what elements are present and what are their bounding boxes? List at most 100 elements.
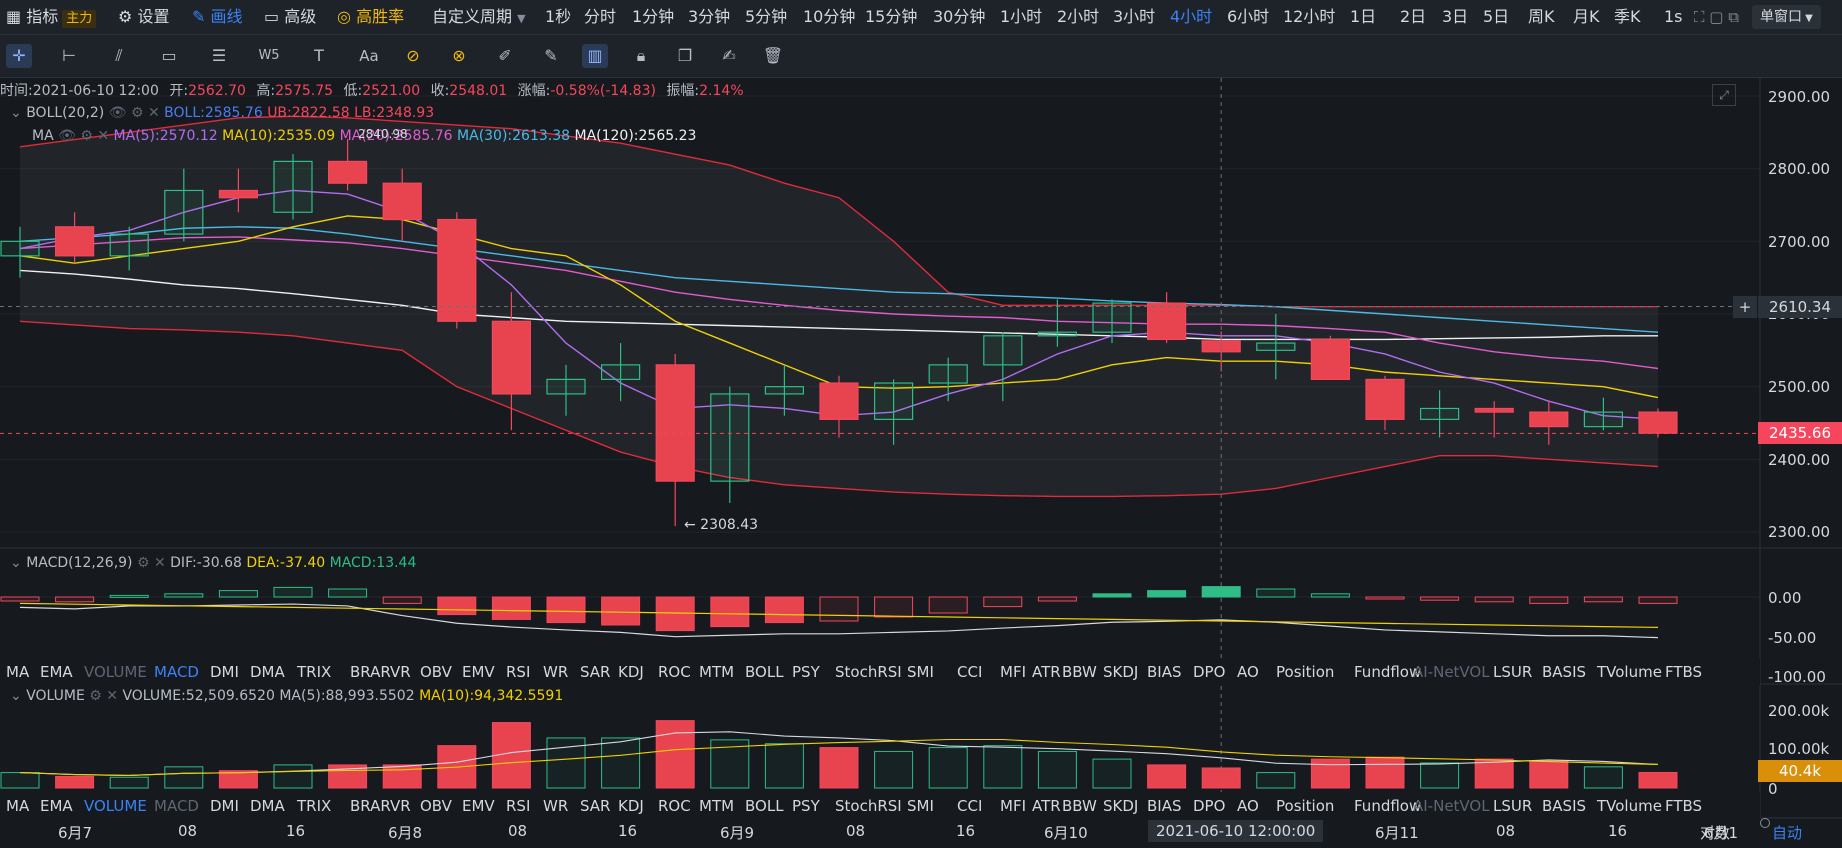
indicator-tab-ma[interactable]: MA [6,797,30,815]
edit-icon[interactable]: ✍ [722,46,736,65]
indicator-tab-brar[interactable]: BRAR [350,797,391,815]
period-tab[interactable]: 2日 [1400,7,1427,26]
indicator-tab-boll[interactable]: BOLL [745,797,784,815]
indicator-tab-rsi[interactable]: RSI [506,797,531,815]
indicator-tab-wr[interactable]: WR [543,797,569,815]
advanced-button[interactable]: ▭ 高级 [264,7,317,26]
parallel-lines-icon[interactable]: ☰ [211,46,227,65]
indicator-tab-cci[interactable]: CCI [957,797,983,815]
indicator-tab-emv[interactable]: EMV [462,797,495,815]
indicator-tab-boll[interactable]: BOLL [745,663,784,681]
indicator-tab-mfi[interactable]: MFI [1000,797,1026,815]
period-tab[interactable]: 10分钟 [803,7,856,26]
indicator-tab-dmi[interactable]: DMI [210,663,239,681]
indicator-tab-macd[interactable]: MACD [154,663,199,681]
auto-scale-radio[interactable] [1760,818,1770,828]
indicator-tab-ema[interactable]: EMA [40,663,73,681]
indicator-tab-ao[interactable]: AO [1237,663,1259,681]
indicator-tab-vr[interactable]: VR [390,797,411,815]
crosshair-icon[interactable]: ✛ [6,44,32,68]
indicator-tab-fundflow[interactable]: Fundflow [1354,663,1422,681]
wave-icon[interactable]: W5 [258,48,280,63]
indicator-tab-mtm[interactable]: MTM [699,797,735,815]
indicator-tab-lsur[interactable]: LSUR [1493,663,1533,681]
indicator-tab-dma[interactable]: DMA [250,797,285,815]
fullscreen-icon[interactable]: ⤢ [1712,84,1736,106]
period-tab[interactable]: 1日 [1350,7,1377,26]
window-mode-dropdown[interactable]: 单窗口 ▼ [1752,5,1821,29]
win-rate-button[interactable]: ◎ 高胜率 [337,7,405,26]
text-tool-icon[interactable]: T [314,46,324,65]
indicator-tab-dpo[interactable]: DPO [1193,663,1226,681]
chart-canvas[interactable] [0,78,1842,848]
indicator-menu[interactable]: ▦ 指标 主力 [6,0,97,34]
period-tab[interactable]: 月K [1573,7,1600,26]
indicator-tab-basis[interactable]: BASIS [1542,797,1587,815]
indicator-tab-lsur[interactable]: LSUR [1493,797,1533,815]
period-tab[interactable]: 分时 [584,7,617,26]
indicator-tab-obv[interactable]: OBV [420,663,452,681]
collapse-icon[interactable]: ⌄ [10,688,22,704]
period-tab[interactable]: 15分钟 [865,7,918,26]
indicator-tab-sar[interactable]: SAR [580,663,611,681]
indicator-tab-smi[interactable]: SMI [907,663,934,681]
indicator-tab-ai-netvol[interactable]: AI-NetVOL [1413,797,1490,815]
layout-icons[interactable]: ⛶ ▢ ⧉ [1694,8,1739,26]
period-tab[interactable]: 5日 [1483,7,1510,26]
interval-label[interactable]: 1s [1664,7,1683,26]
indicator-tab-mfi[interactable]: MFI [1000,663,1026,681]
indicator-tab-ftbs[interactable]: FTBS [1665,797,1703,815]
gear-icon[interactable]: ⚙ ✕ [89,688,118,704]
period-tab[interactable]: 3小时 [1113,7,1156,26]
indicator-tab-dmi[interactable]: DMI [210,797,239,815]
bar-style-icon[interactable]: ▥ [582,44,608,68]
indicator-tab-kdj[interactable]: KDJ [618,797,644,815]
indicator-tab-skdj[interactable]: SKDJ [1103,797,1139,815]
indicator-tab-emv[interactable]: EMV [462,663,495,681]
indicator-tab-brar[interactable]: BRAR [350,663,391,681]
indicator-tab-cci[interactable]: CCI [957,663,983,681]
period-tab[interactable]: 1秒 [545,7,572,26]
indicator-tab-psy[interactable]: PSY [792,797,820,815]
indicator-tab-bbw[interactable]: BBW [1062,797,1097,815]
period-tab[interactable]: 30分钟 [933,7,986,26]
indicator-tab-basis[interactable]: BASIS [1542,663,1587,681]
ruler-icon[interactable]: ✐ [498,46,512,65]
indicator-tab-tvolume[interactable]: TVolume [1597,797,1662,815]
indicator-tab-mtm[interactable]: MTM [699,663,735,681]
period-tab[interactable]: 2小时 [1057,7,1100,26]
magnet-icon[interactable]: ⊘ [406,46,420,65]
period-tab[interactable]: 1小时 [1000,7,1043,26]
period-tab[interactable]: 3分钟 [688,7,731,26]
indicator-tab-ma[interactable]: MA [6,663,30,681]
indicator-tab-tvolume[interactable]: TVolume [1597,663,1662,681]
indicator-tab-fundflow[interactable]: Fundflow [1354,797,1422,815]
trash-icon[interactable]: 🗑︎ [762,46,784,65]
lock-draw-icon[interactable]: ⊗ [452,46,466,65]
indicator-tab-dma[interactable]: DMA [250,663,285,681]
log-scale-toggle[interactable]: 对数 [1700,824,1731,842]
indicator-tab-atr[interactable]: ATR [1032,663,1061,681]
trend-line-icon[interactable]: ⫽ [115,46,123,65]
indicator-tab-volume[interactable]: VOLUME [84,663,147,681]
period-tab[interactable]: 5分钟 [745,7,788,26]
indicator-tab-bbw[interactable]: BBW [1062,663,1097,681]
indicator-tab-macd[interactable]: MACD [154,797,199,815]
period-tab[interactable]: 季K [1614,7,1641,26]
indicator-tab-smi[interactable]: SMI [907,797,934,815]
indicator-tab-roc[interactable]: ROC [658,663,691,681]
period-tab[interactable]: 12小时 [1283,7,1336,26]
draw-button[interactable]: ✎ 画线 [192,7,243,26]
indicator-tab-dpo[interactable]: DPO [1193,797,1226,815]
indicator-tab-skdj[interactable]: SKDJ [1103,663,1139,681]
period-tab[interactable]: 4小时 [1170,7,1213,26]
indicator-tab-position[interactable]: Position [1276,797,1335,815]
indicator-tab-ai-netvol[interactable]: AI-NetVOL [1413,663,1490,681]
indicator-tab-sar[interactable]: SAR [580,797,611,815]
indicator-tab-ftbs[interactable]: FTBS [1665,663,1703,681]
horizontal-line-icon[interactable]: ⊢ [62,46,76,65]
font-icon[interactable]: Aa [359,47,379,65]
indicator-tab-bias[interactable]: BIAS [1147,797,1182,815]
indicator-tab-kdj[interactable]: KDJ [618,663,644,681]
indicator-tab-ema[interactable]: EMA [40,797,73,815]
